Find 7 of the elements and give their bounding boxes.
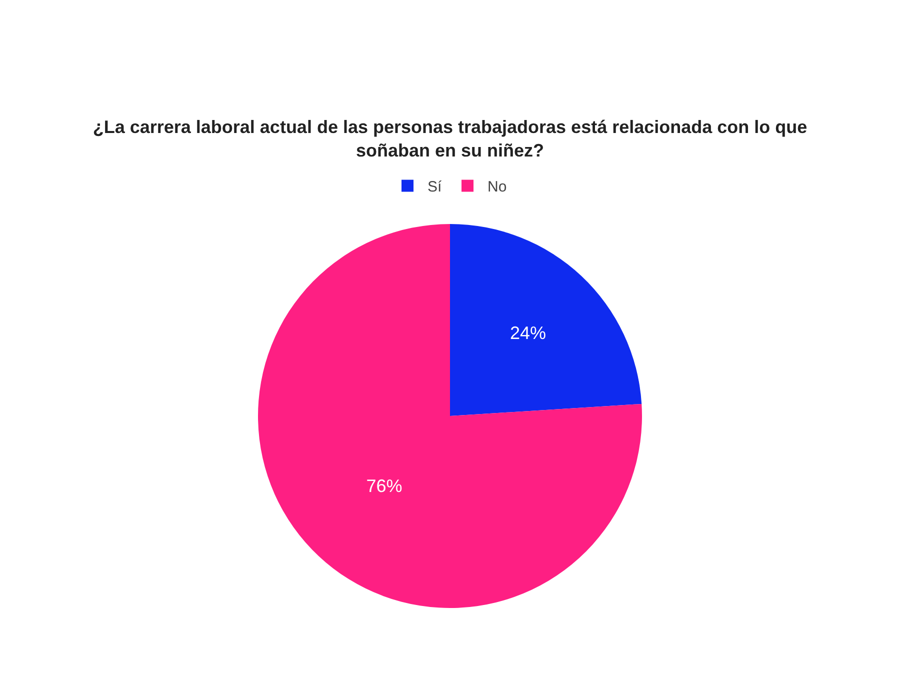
data-label: 76% — [366, 476, 402, 496]
data-label: 24% — [510, 322, 546, 343]
pie-slice — [258, 224, 642, 608]
legend-label: No — [488, 178, 507, 196]
chart-title: ¿La carrera laboral actual de las personas trabajadoras está relacionada con lo que soñaban en su niñez? — [92, 117, 808, 160]
pie-slice — [450, 224, 642, 416]
legend-label: Sí — [428, 178, 443, 196]
